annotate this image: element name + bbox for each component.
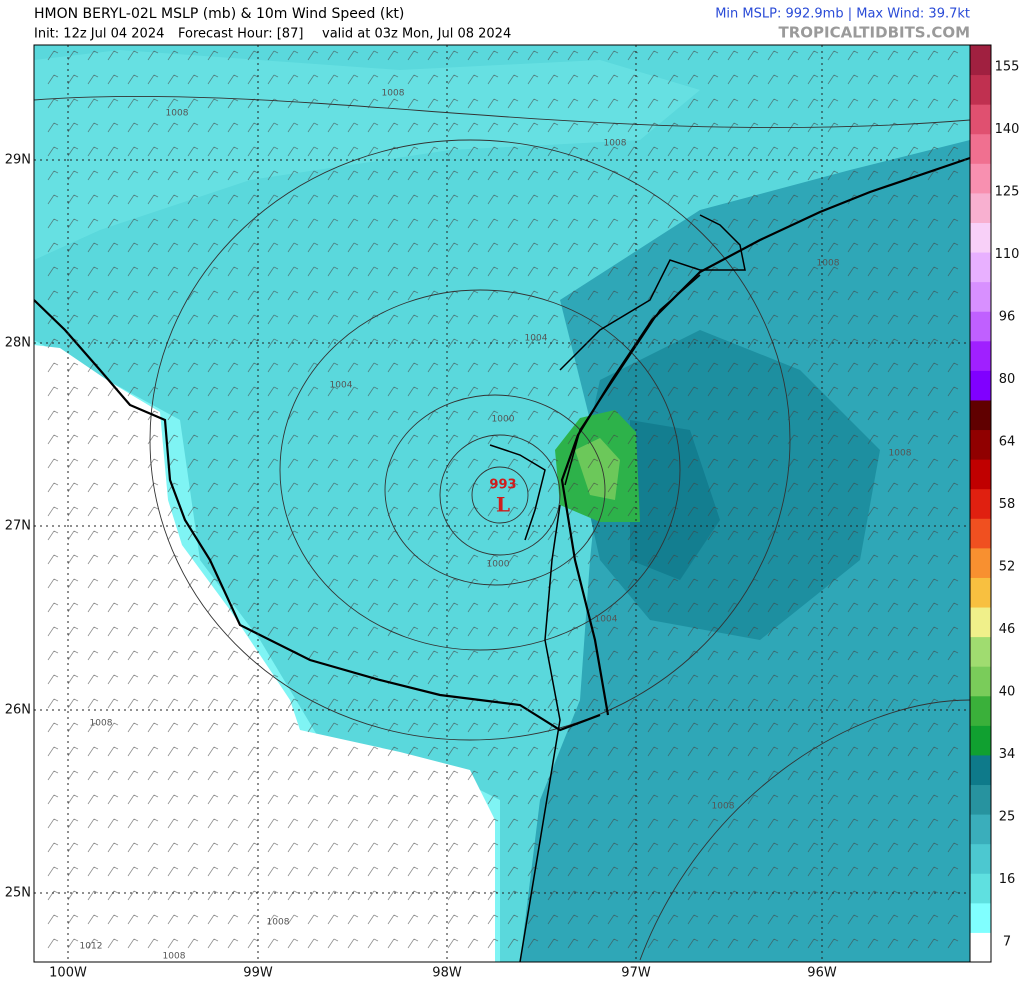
colorbar-label: 7 [1003, 935, 1011, 950]
colorbar-label: 52 [999, 560, 1016, 575]
colorbar-swatch [970, 133, 991, 164]
colorbar-swatch [970, 459, 991, 490]
colorbar-swatch [970, 222, 991, 253]
colorbar-swatch [970, 518, 991, 549]
colorbar-swatch [970, 192, 991, 223]
colorbar-swatch [970, 547, 991, 578]
colorbar-swatch [970, 873, 991, 904]
colorbar-label: 34 [999, 747, 1016, 762]
isobar-label: 1008 [163, 952, 186, 962]
colorbar-swatch [970, 784, 991, 815]
colorbar-label: 46 [999, 622, 1016, 637]
colorbar-label: 64 [999, 435, 1016, 450]
isobar-label: 1008 [382, 89, 405, 99]
colorbar: 155 140 125 110 96 80 64 58 52 46 40 34 25 16 7 [969, 44, 1020, 963]
lon-label: 99W [243, 966, 273, 981]
isobar-label: 1008 [889, 449, 912, 459]
isobar-label: 1008 [267, 918, 290, 928]
isobar-label: 1008 [90, 719, 113, 729]
low-symbol: L [496, 493, 510, 517]
isobar-label: 1008 [604, 139, 627, 149]
lon-label: 100W [49, 966, 87, 981]
credit: TROPICALTIDBITS.COM [779, 24, 971, 42]
colorbar-swatch [970, 754, 991, 786]
lon-label: 98W [432, 966, 462, 981]
colorbar-label: 140 [995, 122, 1020, 137]
colorbar-swatch [970, 814, 991, 845]
colorbar-swatch [970, 488, 991, 519]
isobar-label: 1004 [595, 615, 618, 625]
colorbar-swatch [970, 399, 991, 431]
colorbar-label: 16 [999, 872, 1016, 887]
low-pressure: 993 [489, 478, 516, 493]
colorbar-swatch [970, 725, 991, 756]
colorbar-swatch [970, 311, 991, 342]
valid-time: valid at 03z Mon, Jul 08 2024 [322, 27, 511, 42]
colorbar-swatch [970, 252, 991, 283]
stats: Min MSLP: 992.9mb | Max Wind: 39.7kt [715, 7, 970, 22]
colorbar-swatch [970, 666, 991, 697]
colorbar-swatch [970, 340, 991, 371]
lon-label: 96W [807, 966, 837, 981]
colorbar-label: 96 [999, 310, 1016, 325]
colorbar-label: 125 [995, 185, 1020, 200]
map-area [34, 45, 970, 962]
colorbar-swatch [970, 636, 991, 667]
wind-field-light [34, 50, 700, 260]
colorbar-swatch [970, 607, 991, 638]
lat-label: 28N [5, 336, 31, 351]
colorbar-label: 58 [999, 497, 1016, 512]
init-time: Init: 12z Jul 04 2024 [34, 27, 164, 42]
isobar-label: 1008 [166, 109, 189, 119]
colorbar-label: 40 [999, 685, 1016, 700]
colorbar-swatch [970, 902, 991, 933]
lon-label: 97W [621, 966, 651, 981]
colorbar-swatch [970, 932, 991, 963]
colorbar-label: 80 [999, 372, 1016, 387]
lat-label: 29N [5, 153, 31, 168]
isobar-label: 1000 [487, 560, 510, 570]
colorbar-swatch [970, 163, 991, 194]
colorbar-swatch [970, 45, 991, 76]
colorbar-swatch [970, 74, 991, 105]
isobar-label: 1004 [330, 381, 353, 391]
colorbar-swatch [970, 695, 991, 726]
isobars [34, 95, 970, 961]
isobar-label: 1000 [492, 415, 515, 425]
lat-label: 26N [5, 703, 31, 718]
lat-label: 25N [5, 886, 31, 901]
lat-label: 27N [5, 519, 31, 534]
colorbar-border [969, 44, 992, 963]
isobar-label: 1004 [525, 334, 548, 344]
colorbar-swatch [970, 429, 991, 460]
wind-40kt [575, 438, 620, 500]
isobar-label: 1008 [817, 259, 840, 269]
isobar-label: 1008 [712, 802, 735, 812]
colorbar-swatch [970, 843, 991, 874]
isobar-label: 1012 [80, 942, 103, 952]
colorbar-label: 155 [995, 60, 1020, 75]
land-calm [34, 345, 495, 962]
colorbar-swatch [970, 281, 991, 312]
coastline [34, 156, 970, 962]
title: HMON BERYL-02L MSLP (mb) & 10m Wind Spee… [34, 6, 404, 22]
graticule [34, 45, 970, 962]
colorbar-swatch [970, 370, 991, 401]
colorbar-swatch [970, 104, 991, 135]
colorbar-swatch [970, 577, 991, 608]
colorbar-label: 25 [999, 810, 1016, 825]
forecast-hour: Forecast Hour: [87] [178, 27, 303, 42]
colorbar-label: 110 [995, 247, 1020, 262]
wind-field-core [630, 420, 720, 580]
